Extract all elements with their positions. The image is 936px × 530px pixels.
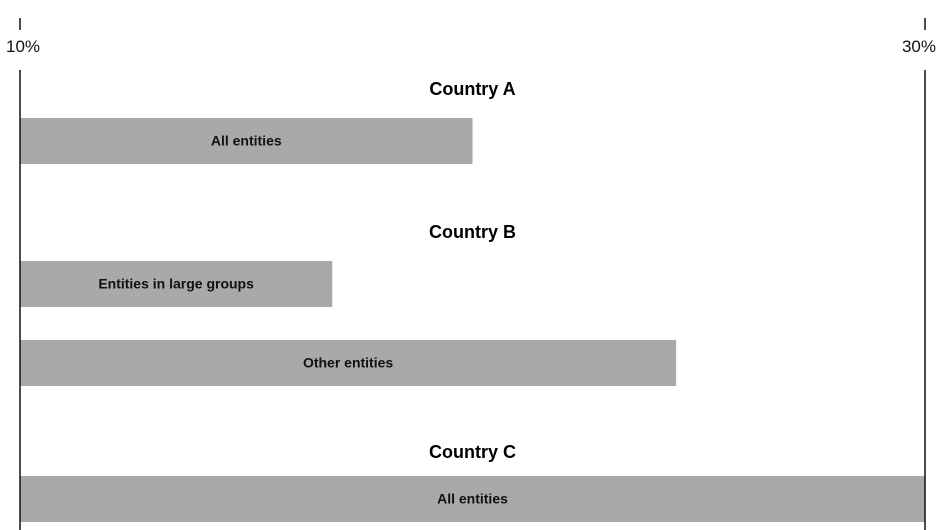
bar-label: Other entities <box>303 355 393 371</box>
tick-label: 10% <box>6 37 40 56</box>
bar-label: All entities <box>211 133 282 149</box>
bar-label: All entities <box>437 491 508 507</box>
bar-label: Entities in large groups <box>98 276 254 292</box>
tick-label: 30% <box>902 37 936 56</box>
bar <box>20 340 677 386</box>
group-title: Country C <box>429 442 516 462</box>
bar <box>20 476 925 522</box>
group-title: Country B <box>429 222 516 242</box>
bar <box>20 261 333 307</box>
bar <box>20 118 473 164</box>
group-title: Country A <box>429 79 515 99</box>
